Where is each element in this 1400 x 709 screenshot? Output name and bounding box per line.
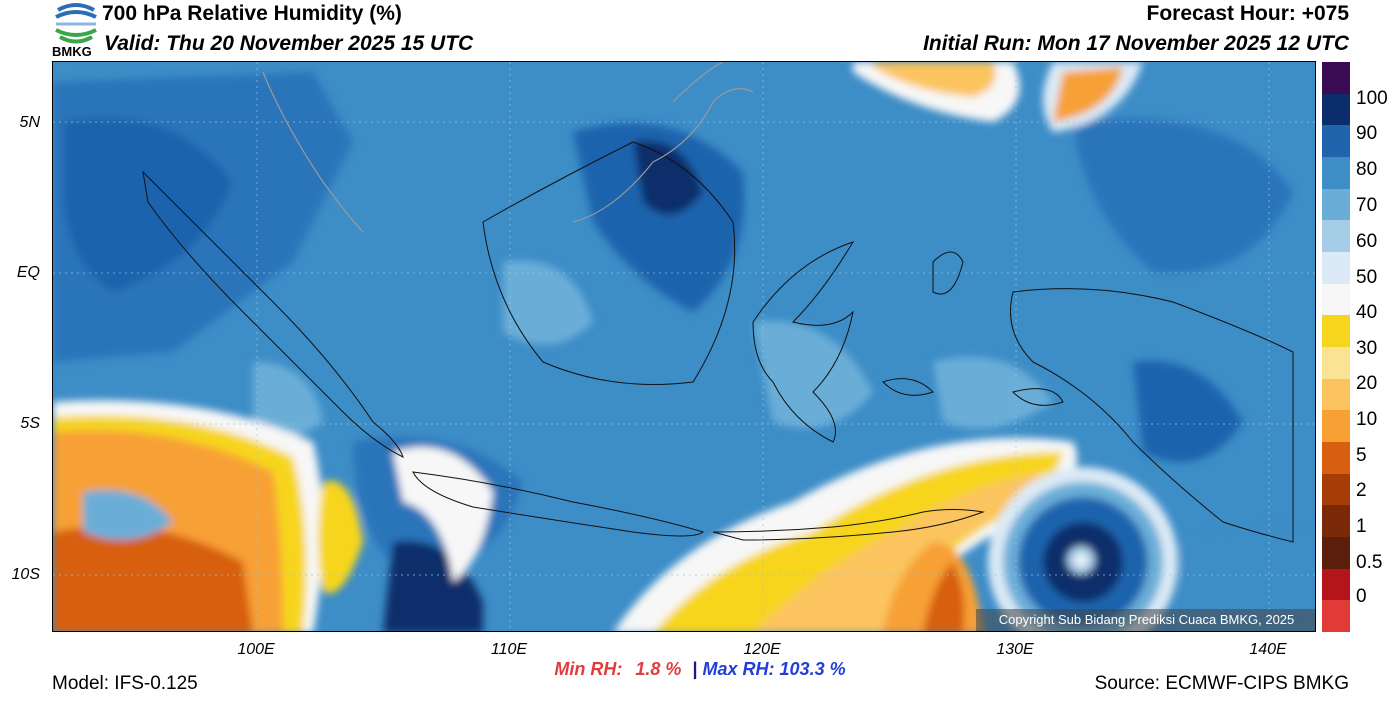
colorbar-label: 0 [1356, 586, 1367, 607]
lon-label-120e: 120E [743, 641, 781, 658]
colorbar-label: 100 [1356, 88, 1388, 109]
colorbar-segment [1322, 157, 1350, 190]
initial-run: Initial Run: Mon 17 November 2025 12 UTC [923, 32, 1349, 55]
colorbar-segment [1322, 252, 1350, 285]
colorbar-label: 5 [1356, 445, 1367, 466]
source-info: Source: ECMWF-CIPS BMKG [1094, 673, 1349, 694]
colorbar-segment [1322, 442, 1350, 475]
colorbar-label: 2 [1356, 480, 1367, 501]
colorbar-segment [1322, 93, 1350, 126]
humidity-map: Copyright Sub Bidang Prediksi Cuaca BMKG… [52, 61, 1316, 632]
colorbar-segment [1322, 505, 1350, 538]
colorbar-label: 30 [1356, 338, 1378, 359]
colorbar-label: 70 [1356, 195, 1378, 216]
colorbar-segment [1322, 125, 1350, 158]
colorbar-segment [1322, 600, 1350, 633]
colorbar-segment [1322, 62, 1350, 95]
lon-label-100e: 100E [237, 641, 275, 658]
lat-label-eq: EQ [16, 264, 40, 281]
colorbar-label: 20 [1356, 373, 1378, 394]
valid-time: Valid: Thu 20 November 2025 15 UTC [104, 32, 474, 55]
lon-label-130e: 130E [996, 641, 1034, 658]
humidity-field [53, 62, 1315, 631]
colorbar-label: 60 [1356, 231, 1378, 252]
colorbar-segment [1322, 473, 1350, 506]
min-rh-value: 1.8 % [635, 659, 682, 679]
max-rh-label: Max RH: [702, 659, 775, 679]
colorbar-label: 1 [1356, 516, 1367, 537]
min-rh-label: Min RH: [554, 659, 623, 679]
colorbar-segment [1322, 283, 1350, 316]
logo-text: BMKG [52, 44, 92, 59]
colorbar-label: 10 [1356, 409, 1378, 430]
colorbar-label: 90 [1356, 123, 1378, 144]
bmkg-logo: BMKG [52, 0, 102, 60]
forecast-hour: Forecast Hour: +075 [1146, 2, 1350, 25]
colorbar-segment [1322, 315, 1350, 348]
colorbar-label: 80 [1356, 159, 1378, 180]
lat-label-5s: 5S [20, 415, 40, 432]
lat-label-5n: 5N [19, 114, 40, 131]
colorbar-segment [1322, 568, 1350, 601]
stats-separator: | [692, 659, 698, 679]
colorbar-segment [1322, 378, 1350, 411]
colorbar-segment [1322, 188, 1350, 221]
lon-label-110e: 110E [490, 641, 528, 658]
colorbar-segment [1322, 347, 1350, 380]
lat-label-10s: 10S [11, 566, 40, 583]
colorbar-segment [1322, 220, 1350, 253]
copyright-notice: Copyright Sub Bidang Prediksi Cuaca BMKG… [976, 609, 1315, 631]
model-info: Model: IFS-0.125 [52, 673, 198, 694]
colorbar-segment [1322, 537, 1350, 570]
colorbar-label: 40 [1356, 302, 1378, 323]
colorbar [1322, 62, 1350, 633]
colorbar-label: 50 [1356, 267, 1378, 288]
colorbar-segment [1322, 410, 1350, 443]
max-rh-value: 103.3 % [779, 659, 846, 679]
chart-title: 700 hPa Relative Humidity (%) [102, 2, 402, 25]
colorbar-label: 0.5 [1356, 552, 1383, 573]
lon-label-140e: 140E [1249, 641, 1287, 658]
rh-stats: Min RH: 1.8 % | Max RH: 103.3 % [0, 659, 1400, 680]
